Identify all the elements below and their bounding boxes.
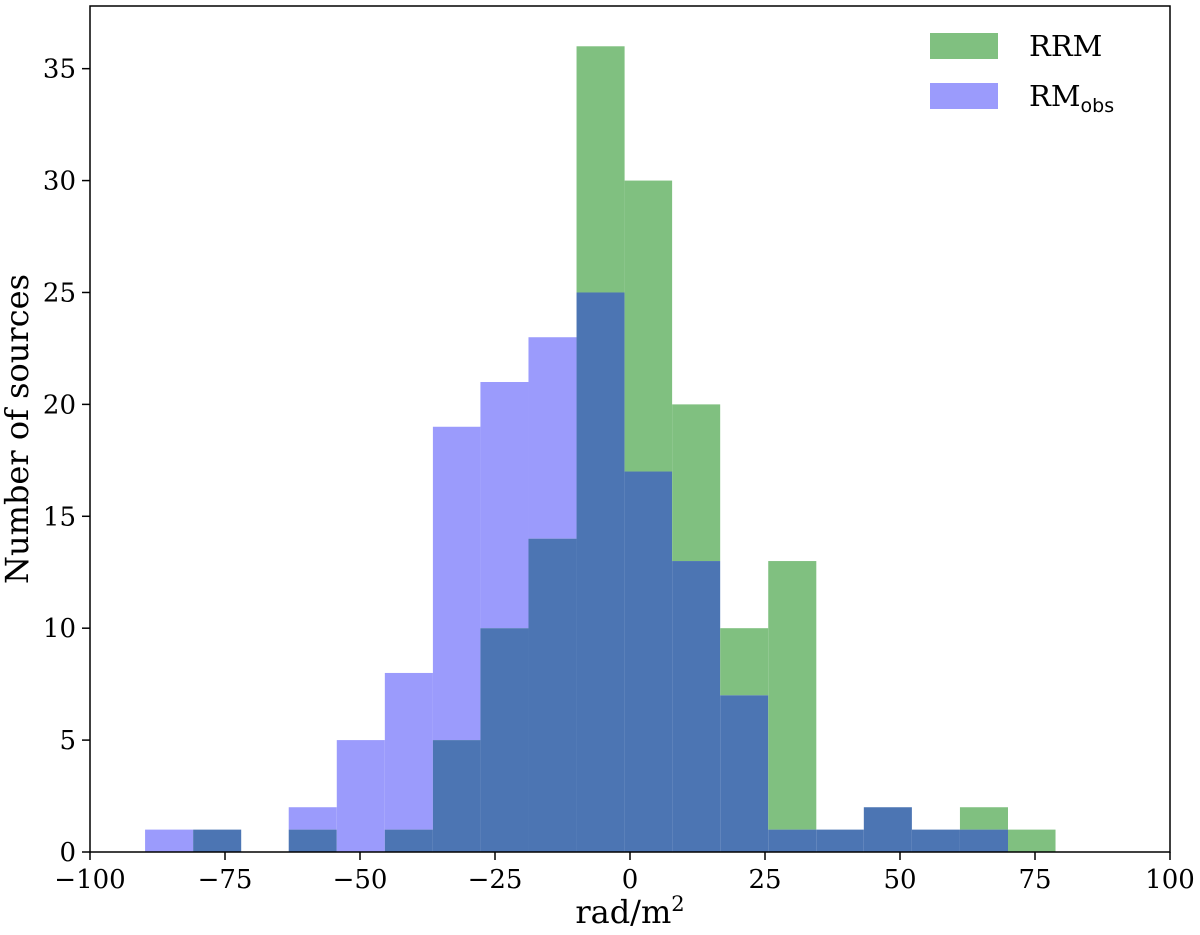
bar-overlap-14 <box>816 829 864 852</box>
y-tick-label: 20 <box>43 390 76 420</box>
y-tick-label: 5 <box>59 726 76 756</box>
bar-overlap-10 <box>624 471 673 852</box>
bar-rmobs-0 <box>145 829 194 852</box>
legend: RRM RMobs <box>930 29 1114 117</box>
x-axis: −100 −75 −50 −25 0 25 50 75 100 <box>54 852 1195 895</box>
x-tick-label: −100 <box>54 865 125 895</box>
bar-overlap-7 <box>480 628 529 852</box>
bar-overlap-16 <box>911 829 960 852</box>
x-tick-label: 25 <box>748 865 781 895</box>
bar-rmobs-6 <box>432 426 481 741</box>
bars-group <box>145 46 1056 852</box>
bar-overlap-17 <box>959 829 1008 852</box>
bar-overlap-12 <box>720 695 769 852</box>
bar-rrm-11 <box>672 404 721 562</box>
bar-overlap-3 <box>288 829 337 852</box>
y-tick-label: 30 <box>43 167 76 197</box>
x-axis-label-superscript: 2 <box>671 892 684 916</box>
x-tick-label: 0 <box>622 865 639 895</box>
y-tick-label: 15 <box>43 502 76 532</box>
bar-rmobs-7 <box>480 382 529 629</box>
bar-rrm-18 <box>1008 829 1056 852</box>
bar-overlap-11 <box>672 561 721 852</box>
legend-label-rmobs-base: RM <box>1029 79 1081 113</box>
legend-label-rmobs-subscript: obs <box>1081 95 1115 117</box>
bar-rmobs-3 <box>288 807 337 830</box>
bar-rrm-9 <box>576 46 625 293</box>
x-tick-label: −50 <box>333 865 388 895</box>
x-tick-label: 100 <box>1145 865 1195 895</box>
bar-rrm-12 <box>720 628 769 696</box>
x-tick-label: 50 <box>883 865 916 895</box>
legend-label-rmobs: RMobs <box>1029 79 1114 117</box>
bar-overlap-8 <box>528 538 577 852</box>
y-axis: 0 5 10 15 20 25 30 35 <box>43 55 90 868</box>
y-tick-label: 10 <box>43 614 76 644</box>
bar-rmobs-8 <box>528 337 577 539</box>
bar-rmobs-4 <box>336 740 385 852</box>
x-tick-label: −25 <box>468 865 523 895</box>
y-axis-label: Number of sources <box>0 274 36 584</box>
legend-label-rrm: RRM <box>1029 29 1102 63</box>
y-tick-label: 25 <box>43 278 76 308</box>
bar-overlap-13 <box>768 829 817 852</box>
x-tick-label: 75 <box>1018 865 1051 895</box>
bar-overlap-5 <box>384 829 433 852</box>
bar-overlap-9 <box>576 292 625 852</box>
bar-overlap-1 <box>193 829 242 852</box>
bar-rrm-10 <box>624 180 673 472</box>
x-axis-label-base: rad/m <box>575 893 671 931</box>
bar-rrm-17 <box>959 807 1008 830</box>
x-tick-label: −75 <box>198 865 253 895</box>
bar-rmobs-5 <box>384 672 433 830</box>
legend-swatch-rmobs <box>930 83 998 109</box>
y-tick-label: 0 <box>59 838 76 868</box>
bar-overlap-6 <box>432 740 481 852</box>
bar-rrm-13 <box>768 561 817 830</box>
y-tick-label: 35 <box>43 55 76 85</box>
legend-swatch-rrm <box>930 33 998 59</box>
x-axis-label: rad/m2 <box>575 892 684 931</box>
bar-overlap-15 <box>863 807 912 852</box>
